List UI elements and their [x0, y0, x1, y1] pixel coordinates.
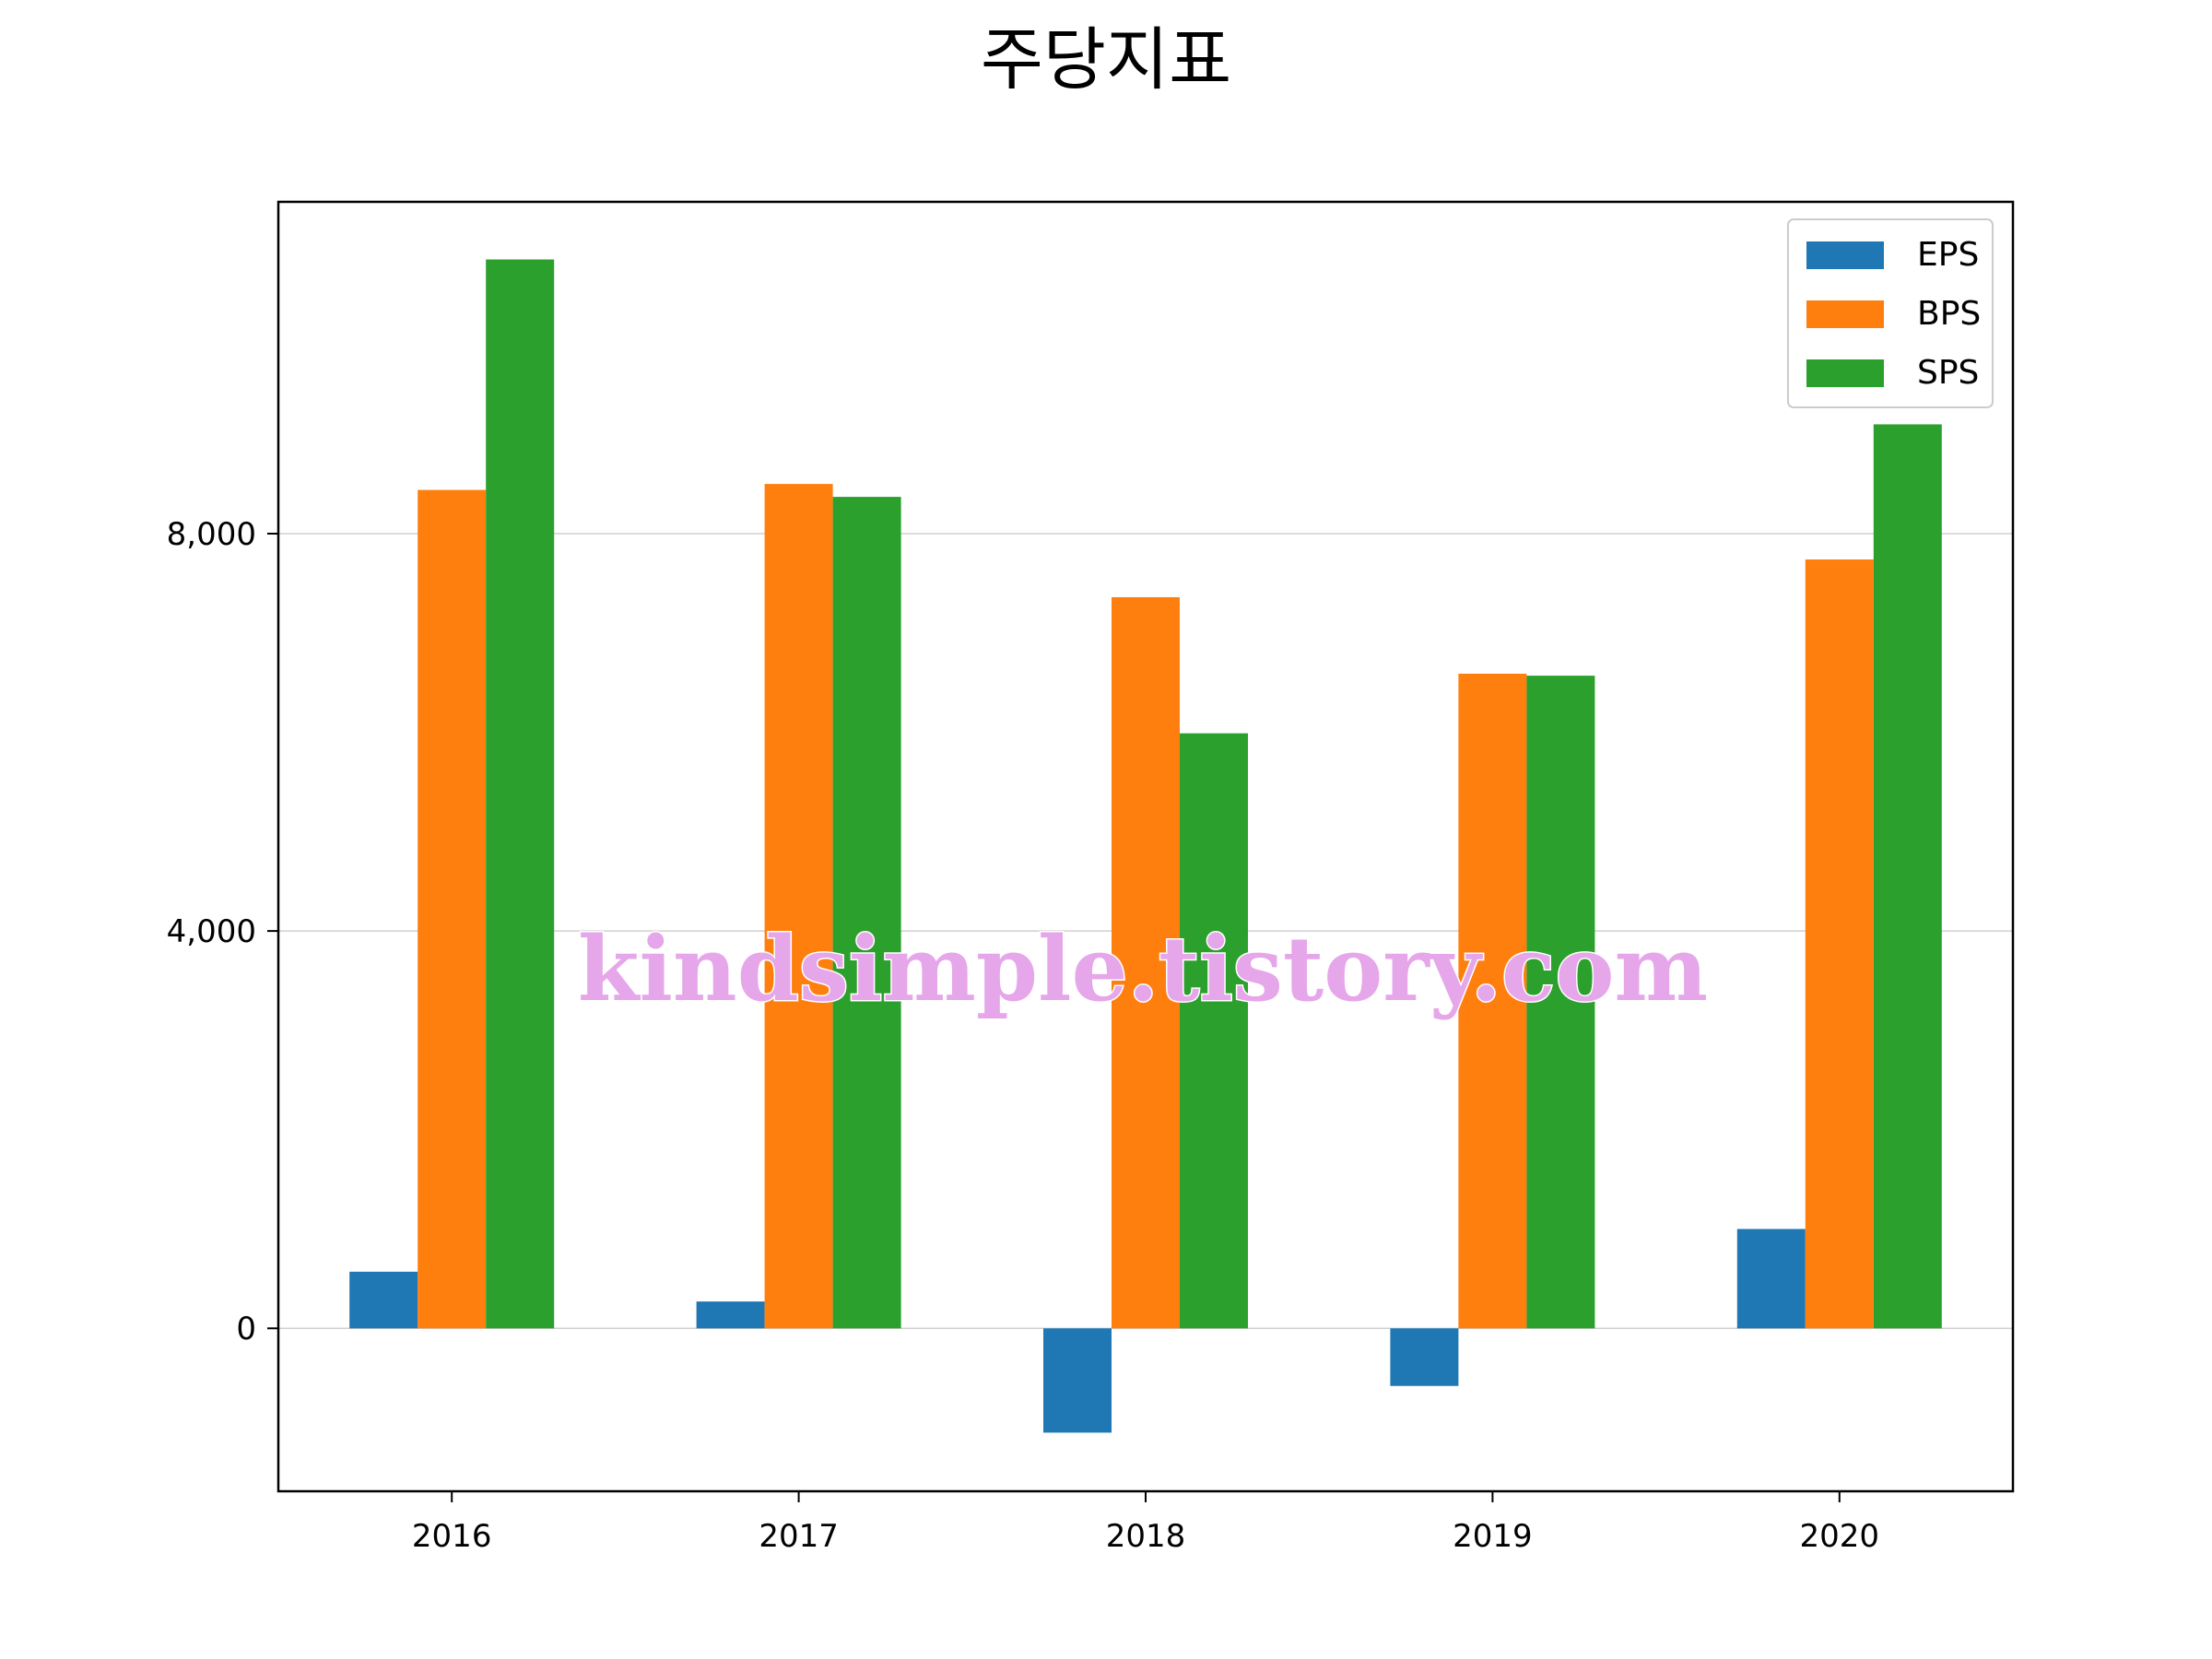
bar-eps-2017 — [696, 1301, 765, 1329]
bar-bps-2016 — [418, 489, 487, 1329]
y-tick-label: 4,000 — [167, 913, 256, 950]
legend: EPS BPS SPS — [1787, 218, 1994, 408]
bar-sps-2019 — [1526, 676, 1595, 1329]
legend-label-sps: SPS — [1917, 354, 1979, 392]
bar-sps-2017 — [832, 497, 901, 1329]
bar-bps-2017 — [764, 484, 833, 1329]
bar-bps-2020 — [1805, 559, 1874, 1329]
chart-title: 주당지표 — [981, 20, 1231, 100]
bar-eps-2018 — [1043, 1328, 1112, 1433]
legend-swatch-bps — [1806, 300, 1884, 328]
axes: 0 4,000 8,000 2016 2017 2018 2019 2020 — [167, 516, 1879, 1555]
bar-sps-2018 — [1180, 733, 1248, 1329]
bar-eps-2019 — [1390, 1328, 1459, 1386]
y-tick-label: 0 — [236, 1311, 256, 1347]
legend-swatch-eps — [1806, 241, 1884, 269]
x-tick-label: 2016 — [412, 1518, 492, 1555]
legend-label-bps: BPS — [1917, 295, 1981, 333]
bars — [349, 259, 1942, 1433]
bar-eps-2020 — [1736, 1229, 1806, 1329]
bar-eps-2016 — [349, 1271, 418, 1329]
bar-bps-2018 — [1112, 596, 1180, 1329]
bar-bps-2019 — [1458, 673, 1527, 1329]
bar-sps-2020 — [1873, 424, 1942, 1329]
watermark: kindsimple.tistory.com — [578, 917, 1708, 1021]
x-tick-label: 2020 — [1800, 1518, 1880, 1555]
x-tick-label: 2019 — [1453, 1518, 1533, 1555]
x-tick-label: 2018 — [1106, 1518, 1186, 1555]
legend-label-eps: EPS — [1917, 236, 1979, 274]
x-tick-label: 2017 — [759, 1518, 839, 1555]
y-tick-label: 8,000 — [167, 516, 256, 553]
legend-swatch-sps — [1806, 359, 1884, 387]
bar-sps-2016 — [486, 259, 555, 1329]
